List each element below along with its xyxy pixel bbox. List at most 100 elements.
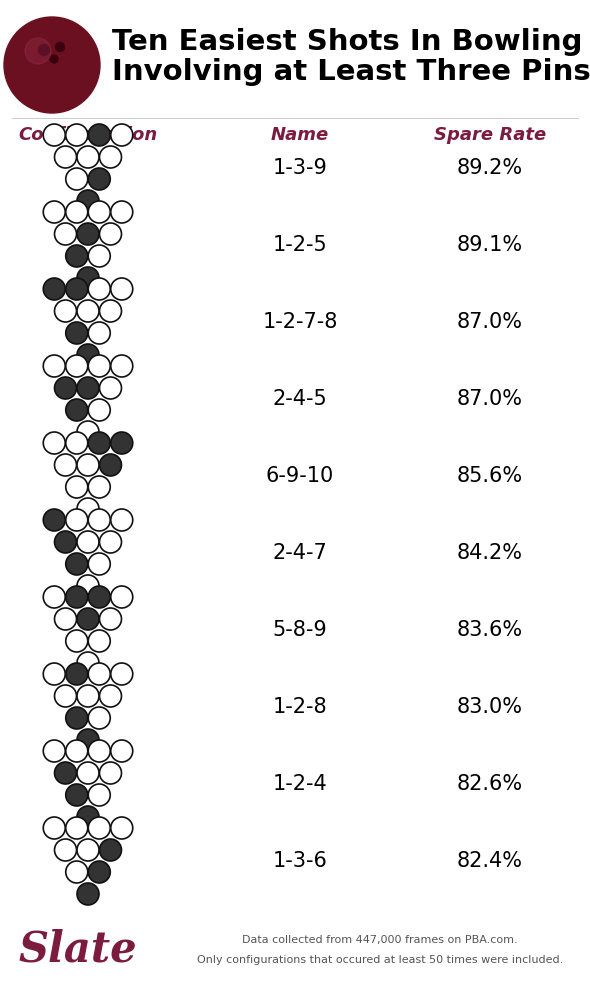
Circle shape — [54, 608, 77, 630]
Circle shape — [55, 42, 64, 51]
Circle shape — [77, 267, 99, 289]
Circle shape — [88, 663, 110, 685]
Text: 1-2-4: 1-2-4 — [273, 774, 327, 794]
Circle shape — [77, 806, 99, 828]
Circle shape — [43, 663, 65, 685]
Text: Involving at Least Three Pins: Involving at Least Three Pins — [112, 58, 590, 86]
Circle shape — [54, 454, 77, 476]
Circle shape — [65, 861, 88, 883]
Text: Slate: Slate — [18, 929, 137, 971]
Circle shape — [100, 531, 122, 553]
Text: 84.2%: 84.2% — [457, 543, 523, 563]
Text: Data collected from 447,000 frames on PBA.com.: Data collected from 447,000 frames on PB… — [242, 935, 518, 945]
Text: 82.6%: 82.6% — [457, 774, 523, 794]
Circle shape — [100, 223, 122, 245]
Circle shape — [111, 663, 133, 685]
Circle shape — [54, 762, 77, 784]
Circle shape — [77, 729, 99, 751]
Circle shape — [77, 223, 99, 245]
Circle shape — [54, 300, 77, 322]
Circle shape — [100, 608, 122, 630]
Circle shape — [54, 146, 77, 168]
Circle shape — [65, 278, 88, 300]
Text: 87.0%: 87.0% — [457, 389, 523, 409]
Circle shape — [88, 201, 110, 223]
Text: 1-3-6: 1-3-6 — [273, 851, 327, 871]
Text: 1-3-9: 1-3-9 — [273, 158, 327, 178]
Text: 1-2-7-8: 1-2-7-8 — [263, 312, 337, 332]
Circle shape — [111, 278, 133, 300]
Circle shape — [88, 432, 110, 454]
Circle shape — [100, 762, 122, 784]
Circle shape — [111, 740, 133, 762]
Circle shape — [111, 817, 133, 839]
Circle shape — [43, 817, 65, 839]
Circle shape — [54, 223, 77, 245]
Circle shape — [88, 784, 110, 806]
Text: Only configurations that occured at least 50 times were included.: Only configurations that occured at leas… — [197, 955, 563, 965]
Circle shape — [65, 399, 88, 421]
Text: 89.2%: 89.2% — [457, 158, 523, 178]
Circle shape — [77, 575, 99, 597]
Circle shape — [65, 740, 88, 762]
Circle shape — [43, 201, 65, 223]
Circle shape — [111, 586, 133, 608]
Circle shape — [77, 762, 99, 784]
Text: 2-4-7: 2-4-7 — [273, 543, 327, 563]
Circle shape — [88, 509, 110, 531]
Circle shape — [65, 586, 88, 608]
Circle shape — [77, 344, 99, 366]
Circle shape — [100, 377, 122, 399]
Circle shape — [43, 509, 65, 531]
Circle shape — [43, 278, 65, 300]
Circle shape — [88, 322, 110, 344]
Circle shape — [88, 740, 110, 762]
Text: Spare Rate: Spare Rate — [434, 126, 546, 144]
Circle shape — [88, 399, 110, 421]
Circle shape — [88, 476, 110, 498]
Text: 2-4-5: 2-4-5 — [273, 389, 327, 409]
Circle shape — [88, 861, 110, 883]
Circle shape — [88, 553, 110, 575]
Text: 1-2-5: 1-2-5 — [273, 235, 327, 255]
Circle shape — [54, 839, 77, 861]
Circle shape — [111, 201, 133, 223]
Text: 5-8-9: 5-8-9 — [273, 620, 327, 640]
Circle shape — [100, 454, 122, 476]
Circle shape — [100, 146, 122, 168]
Circle shape — [65, 245, 88, 267]
Circle shape — [88, 707, 110, 729]
Circle shape — [4, 17, 100, 113]
Text: 89.1%: 89.1% — [457, 235, 523, 255]
Circle shape — [111, 432, 133, 454]
Circle shape — [88, 168, 110, 190]
Text: 85.6%: 85.6% — [457, 466, 523, 486]
Circle shape — [77, 608, 99, 630]
Circle shape — [43, 355, 65, 377]
Circle shape — [54, 377, 77, 399]
Circle shape — [43, 740, 65, 762]
Circle shape — [54, 685, 77, 707]
Circle shape — [65, 322, 88, 344]
Circle shape — [111, 124, 133, 146]
Circle shape — [65, 509, 88, 531]
Circle shape — [65, 630, 88, 652]
Circle shape — [88, 245, 110, 267]
Text: 83.0%: 83.0% — [457, 697, 523, 717]
Circle shape — [65, 432, 88, 454]
Circle shape — [88, 355, 110, 377]
Circle shape — [77, 652, 99, 674]
Text: Configuration: Configuration — [18, 126, 158, 144]
Circle shape — [65, 707, 88, 729]
Circle shape — [77, 190, 99, 212]
Circle shape — [77, 531, 99, 553]
Text: 87.0%: 87.0% — [457, 312, 523, 332]
Text: Name: Name — [271, 126, 329, 144]
Circle shape — [65, 663, 88, 685]
Circle shape — [77, 300, 99, 322]
Text: Ten Easiest Shots In Bowling: Ten Easiest Shots In Bowling — [112, 28, 582, 56]
Circle shape — [65, 553, 88, 575]
Circle shape — [100, 839, 122, 861]
Circle shape — [65, 201, 88, 223]
Circle shape — [43, 432, 65, 454]
